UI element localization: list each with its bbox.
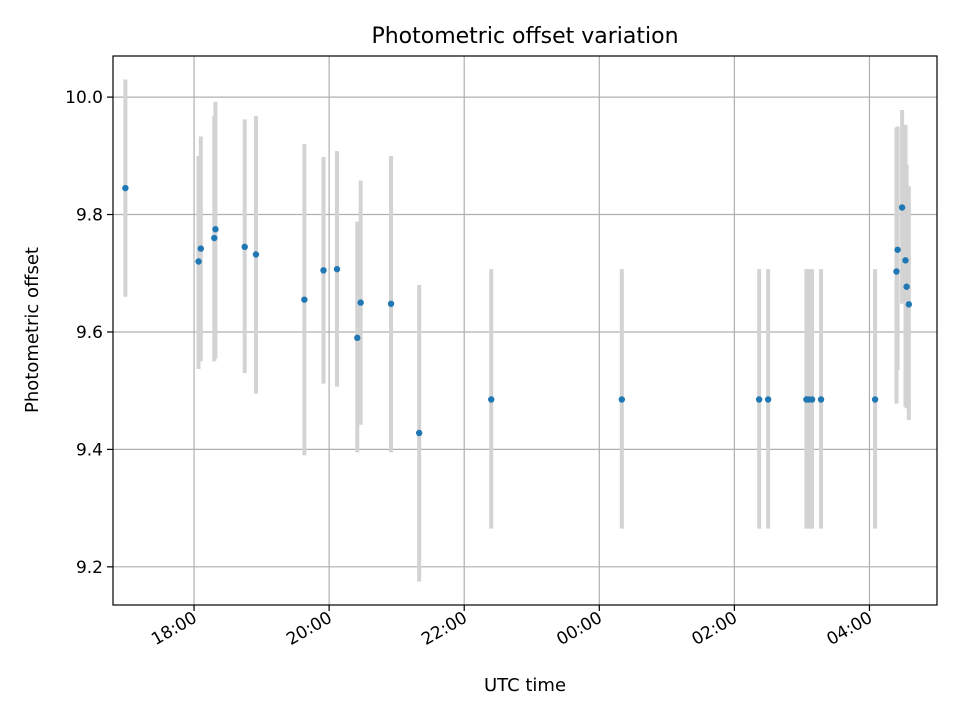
data-points <box>122 184 913 437</box>
y-tick-label: 10.0 <box>65 88 103 108</box>
data-point <box>871 396 879 403</box>
data-point <box>898 204 906 211</box>
data-point <box>893 268 900 275</box>
data-point <box>211 234 218 242</box>
plot-frame <box>112 55 938 606</box>
y-tick-label: 9.6 <box>76 323 103 343</box>
y-tick-label: 9.4 <box>76 440 103 460</box>
data-point <box>241 243 248 251</box>
data-point <box>894 246 901 253</box>
data-point <box>197 245 205 252</box>
data-point <box>618 396 626 403</box>
data-point <box>415 429 423 437</box>
grid-lines <box>113 56 937 605</box>
data-point <box>755 396 763 403</box>
data-point <box>122 184 129 192</box>
y-tick-label: 9.2 <box>76 558 103 578</box>
data-point <box>764 396 772 403</box>
data-point <box>902 257 909 264</box>
data-point <box>252 251 260 258</box>
data-point <box>905 301 913 308</box>
data-point <box>387 300 395 307</box>
data-point <box>320 267 327 274</box>
data-point <box>903 283 910 290</box>
data-point <box>301 296 308 303</box>
data-point <box>808 396 816 403</box>
y-tick-label: 9.8 <box>76 206 103 226</box>
data-point <box>357 299 364 306</box>
chart-title: Photometric offset variation <box>371 24 678 49</box>
plot-area <box>113 56 937 605</box>
y-axis-label: Photometric offset <box>22 247 43 413</box>
data-point <box>333 265 341 273</box>
data-point <box>195 258 202 265</box>
x-axis-label: UTC time <box>484 675 566 696</box>
data-point <box>817 396 825 403</box>
data-point <box>488 396 495 403</box>
y-axis-ticks: 9.2 9.4 9.6 9.8 10.0 <box>65 88 113 578</box>
data-point <box>354 334 361 342</box>
data-point <box>212 226 219 233</box>
